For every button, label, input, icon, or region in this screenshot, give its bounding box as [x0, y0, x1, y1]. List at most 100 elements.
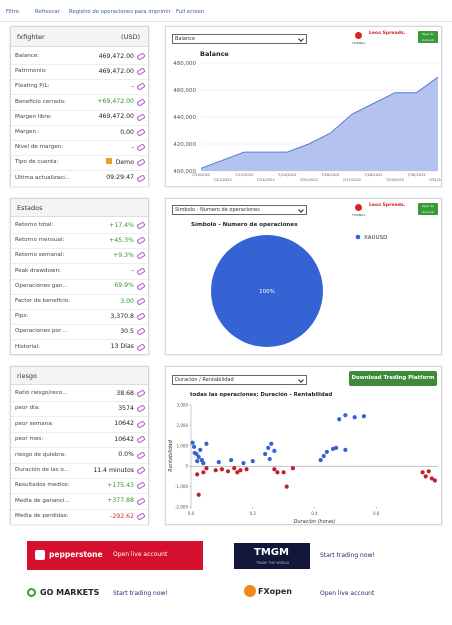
point	[426, 469, 431, 474]
stat-value: 469,472.00	[98, 67, 134, 75]
x-tick-label: 7/24/2022	[278, 173, 296, 177]
edit-icon	[136, 113, 146, 122]
ad-logo	[355, 32, 362, 39]
broker-ad[interactable]: TICKMILL Leos Spreads. Open An Account	[352, 30, 440, 48]
stat-value: +9.3%	[113, 251, 134, 259]
chart-selector[interactable]: Símbolo - Numero de operaciones	[172, 205, 307, 215]
y-tick-label: 2,000	[177, 423, 189, 428]
cta[interactable]: Start trading now!	[320, 552, 375, 559]
x-axis-title: Duración (horas)	[294, 518, 336, 524]
checkbox	[106, 158, 112, 165]
slice-label: 100%	[259, 289, 275, 295]
point	[219, 467, 224, 472]
panel-header: Estados	[11, 199, 148, 217]
edit-icon	[136, 327, 146, 337]
point	[324, 449, 329, 455]
stat-row: Ratio riesgo/reco... 38.68	[11, 386, 148, 402]
point	[275, 470, 280, 475]
stat-row: Nivel de margen: -	[11, 140, 148, 157]
stat-row: Pips: 3,370.8	[11, 309, 148, 326]
stat-value: 3.00	[120, 297, 134, 305]
currency: (USD)	[121, 33, 140, 41]
x-tick-label: 7/28/2022	[364, 173, 382, 177]
point	[235, 470, 240, 475]
broker-ad[interactable]: TICKMILL Leos Spreads. Open An Account	[352, 202, 440, 220]
edit-icon	[136, 342, 146, 352]
brand[interactable]: GO MARKETS	[40, 588, 100, 597]
stat-label: Tipo de cuenta:	[15, 159, 59, 166]
download-button[interactable]: Download Trading Platform	[349, 371, 437, 386]
x-tick-label: 7/26/2022	[321, 173, 339, 177]
stats-panel: Estados Retorno total: +17.4% Retorno mens…	[10, 198, 149, 356]
point	[194, 451, 199, 457]
x-tick-label: 7/27/2022	[343, 178, 361, 182]
stat-row: Balance: 469,472.00	[11, 49, 148, 65]
panel-header: riesgo	[11, 367, 148, 385]
stat-row: Factor de beneficio: 3.00	[11, 294, 148, 310]
risk-panel: riesgo Ratio riesgo/reco... 38.68 peor día…	[10, 366, 149, 526]
stat-value: 30.5	[120, 327, 134, 335]
stat-value: 0,00	[120, 128, 134, 136]
stat-row: peor mes: 10642	[11, 432, 148, 449]
stat-row: peor día: 3574	[11, 401, 148, 418]
edit-icon	[136, 497, 146, 506]
point	[225, 469, 231, 474]
stat-row: Operaciones gan... 69.9%	[11, 279, 148, 295]
refresh-button[interactable]: Refrescar	[35, 9, 60, 15]
print-log-button[interactable]: Registro de operaciones para imprimir	[69, 9, 171, 15]
stat-value: 3574	[118, 404, 134, 412]
edit-icon	[136, 52, 146, 61]
y-tick-label: 400,000	[173, 169, 196, 175]
stat-label: Media de gananci...	[15, 497, 70, 504]
stat-row: Margen : 0,00	[11, 125, 148, 141]
ad-button: Open An Account	[418, 203, 438, 215]
chart-selector[interactable]: Balance	[172, 34, 307, 44]
stat-label: Resultados medios:	[15, 482, 70, 489]
point	[196, 492, 201, 497]
stat-value: 3,370.8	[110, 312, 134, 320]
toolbar: Filtro Refrescar Registro de operaciones…	[0, 0, 452, 22]
y-tick-label: 0	[185, 464, 188, 469]
stat-label: Floating P/L:	[15, 83, 50, 90]
point	[204, 441, 209, 446]
stat-value: 469,472.00	[98, 52, 134, 60]
stat-label: Margen libre:	[15, 113, 52, 120]
edit-icon	[136, 512, 146, 521]
point	[229, 457, 234, 463]
chart-selector[interactable]: Duración / Rentabilidad	[172, 375, 307, 385]
stat-label: Pips:	[15, 313, 29, 320]
stat-value: -292.62	[110, 512, 134, 520]
fullscreen-button[interactable]: Full screen	[176, 9, 205, 15]
stat-label: Nivel de margen:	[15, 144, 64, 151]
point	[318, 457, 323, 463]
x-tick-label: 7/25/2022	[300, 178, 318, 182]
stat-label: peor mes:	[15, 436, 44, 443]
cta[interactable]: Open live account	[320, 590, 375, 597]
edit-icon	[136, 404, 146, 414]
filter-button[interactable]: Filtro	[6, 9, 19, 15]
point	[423, 474, 428, 479]
point	[191, 444, 197, 449]
point	[284, 484, 289, 489]
edit-icon	[136, 143, 146, 152]
y-tick-label: 460,000	[173, 88, 196, 94]
point	[244, 467, 249, 472]
balance-line	[200, 76, 439, 169]
stat-label: peor día:	[15, 405, 40, 412]
edit-icon	[136, 312, 146, 321]
stat-row: Patrimonio: 469,472.00	[11, 64, 148, 81]
cta[interactable]: Start trading now!	[113, 590, 168, 597]
stat-row: Media de gananci... +377.88	[11, 494, 148, 510]
legend-marker	[355, 234, 361, 240]
point	[266, 445, 271, 450]
pepperstone-ad[interactable]: pepperstone Open live account	[27, 541, 203, 570]
x-tick-label: 7/30/2022	[407, 173, 425, 177]
point	[337, 417, 342, 422]
brand[interactable]: FXopen	[258, 587, 292, 596]
stat-value: 10642	[114, 420, 134, 428]
stat-label: Operaciones gan...	[15, 282, 68, 289]
edit-icon	[136, 158, 146, 168]
y-tick-label: 420,000	[173, 142, 196, 148]
tmgm-ad[interactable]: TMGM TRADE THE WORLD	[234, 543, 310, 569]
